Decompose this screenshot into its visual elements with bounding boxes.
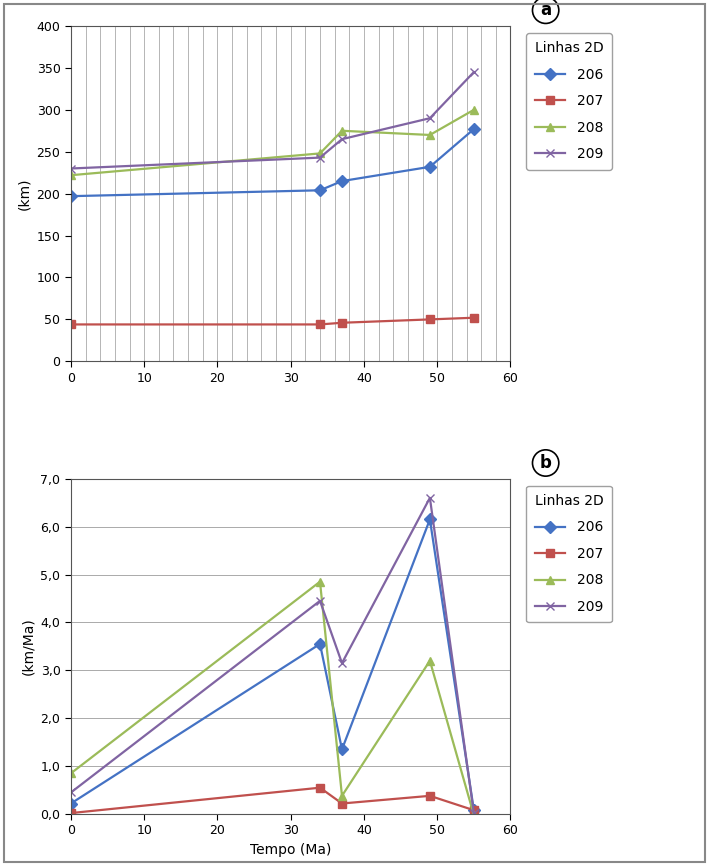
208: [425, 130, 434, 140]
Line: 206: 206: [67, 125, 478, 200]
206: [337, 744, 346, 754]
Line: 208: 208: [67, 578, 478, 819]
209: [67, 787, 75, 798]
Y-axis label: (km/Ma): (km/Ma): [21, 617, 35, 675]
208: [67, 170, 75, 180]
209: [425, 493, 434, 503]
206: [67, 798, 75, 809]
207: [337, 798, 346, 809]
208: [337, 126, 346, 136]
207: [469, 805, 478, 816]
209: [316, 596, 324, 606]
Text: b: b: [540, 454, 552, 472]
206: [425, 162, 434, 172]
Text: a: a: [540, 1, 551, 19]
Line: 209: 209: [67, 68, 478, 172]
206: [469, 124, 478, 134]
X-axis label: Tempo (Ma): Tempo (Ma): [250, 843, 331, 857]
206: [67, 191, 75, 202]
209: [469, 808, 478, 818]
208: [337, 791, 346, 801]
209: [337, 134, 346, 145]
206: [469, 805, 478, 816]
Line: 207: 207: [67, 313, 478, 328]
207: [425, 314, 434, 325]
Y-axis label: (km): (km): [17, 178, 31, 210]
208: [469, 105, 478, 115]
208: [67, 768, 75, 779]
Line: 206: 206: [67, 515, 478, 814]
Line: 207: 207: [67, 784, 478, 818]
209: [337, 658, 346, 669]
209: [425, 113, 434, 123]
208: [469, 810, 478, 820]
Legend: 206, 207, 208, 209: 206, 207, 208, 209: [526, 486, 612, 623]
Line: 208: 208: [67, 106, 478, 179]
209: [67, 164, 75, 174]
207: [425, 791, 434, 801]
207: [316, 783, 324, 793]
208: [316, 577, 324, 587]
207: [67, 320, 75, 330]
208: [316, 148, 324, 158]
209: [469, 67, 478, 77]
206: [316, 185, 324, 196]
207: [67, 808, 75, 818]
206: [316, 639, 324, 650]
207: [316, 320, 324, 330]
207: [469, 313, 478, 323]
208: [425, 656, 434, 666]
209: [316, 152, 324, 163]
206: [337, 176, 346, 186]
206: [425, 514, 434, 525]
Line: 209: 209: [67, 494, 478, 818]
207: [337, 318, 346, 328]
Legend: 206, 207, 208, 209: 206, 207, 208, 209: [526, 33, 612, 170]
